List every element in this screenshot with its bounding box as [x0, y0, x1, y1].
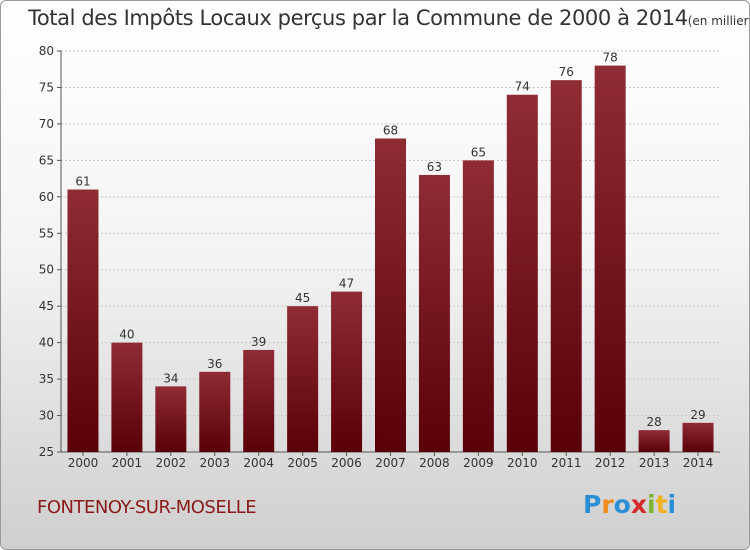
data-label: 36	[207, 357, 222, 371]
logo-letter: P	[583, 490, 602, 519]
y-tick-label: 25	[39, 445, 54, 459]
x-tick-label: 2000	[68, 456, 99, 470]
logo-letter: r	[601, 490, 614, 519]
data-label: 63	[427, 160, 442, 174]
x-tick-label: 2014	[683, 456, 714, 470]
bar	[550, 80, 582, 452]
x-tick-label: 2005	[287, 456, 318, 470]
bar	[331, 291, 363, 452]
y-tick-label: 70	[39, 117, 54, 131]
y-tick-label: 80	[39, 44, 54, 58]
proxiti-logo: Proxiti	[583, 490, 676, 519]
y-tick-label: 60	[39, 190, 54, 204]
bar	[682, 422, 714, 452]
data-label: 40	[119, 328, 134, 342]
logo-letter: i	[647, 490, 656, 519]
data-label: 65	[471, 145, 486, 159]
x-tick-label: 2004	[243, 456, 274, 470]
y-tick-label: 75	[39, 80, 54, 94]
data-label: 34	[163, 371, 178, 385]
logo-letter: o	[613, 490, 631, 519]
chart-title-text: Total des Impôts Locaux perçus par la Co…	[28, 6, 688, 30]
bar	[111, 342, 143, 452]
bar	[506, 94, 538, 452]
bar	[594, 65, 626, 452]
x-tick-label: 2006	[331, 456, 362, 470]
y-tick-label: 50	[39, 263, 54, 277]
chart-title: Total des Impôts Locaux perçus par la Co…	[28, 6, 749, 30]
x-tick-label: 2009	[463, 456, 494, 470]
y-tick-label: 40	[39, 336, 54, 350]
bar	[287, 306, 319, 452]
data-label: 47	[339, 277, 354, 291]
y-tick-label: 65	[39, 153, 54, 167]
x-tick-label: 2010	[507, 456, 538, 470]
data-label: 68	[383, 123, 398, 137]
bar	[375, 138, 406, 452]
commune-name: FONTENOY-SUR-MOSELLE	[37, 497, 257, 518]
x-tick-label: 2013	[639, 456, 670, 470]
x-tick-label: 2008	[419, 456, 450, 470]
bar	[418, 174, 450, 453]
y-tick-label: 45	[39, 299, 54, 313]
x-tick-label: 2003	[199, 456, 230, 470]
bar	[199, 371, 231, 452]
bar	[462, 160, 494, 452]
data-label: 28	[646, 415, 661, 429]
data-label: 61	[75, 175, 90, 189]
data-label: 29	[690, 408, 705, 422]
data-label: 45	[295, 291, 310, 305]
logo-letter: i	[667, 490, 677, 519]
data-label: 39	[251, 335, 266, 349]
x-tick-label: 2012	[595, 456, 626, 470]
bar	[67, 189, 99, 452]
data-label: 74	[515, 80, 530, 94]
x-tick-label: 2007	[375, 456, 406, 470]
chart-unit: (en milliers d'€)	[687, 14, 749, 28]
bar	[638, 430, 670, 452]
x-tick-label: 2002	[156, 456, 187, 470]
y-tick-label: 55	[39, 226, 54, 240]
y-tick-label: 30	[39, 409, 54, 423]
y-tick-label: 35	[39, 372, 54, 386]
bar	[155, 386, 187, 452]
x-tick-label: 2001	[112, 456, 143, 470]
bar	[243, 349, 275, 452]
x-tick-label: 2011	[551, 456, 582, 470]
logo-letter: t	[655, 490, 668, 519]
data-label: 78	[603, 51, 618, 65]
logo-letter: x	[630, 490, 647, 519]
data-label: 76	[559, 65, 574, 79]
